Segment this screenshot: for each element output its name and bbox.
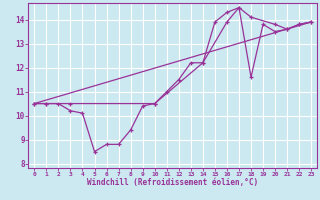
X-axis label: Windchill (Refroidissement éolien,°C): Windchill (Refroidissement éolien,°C) <box>87 178 258 187</box>
